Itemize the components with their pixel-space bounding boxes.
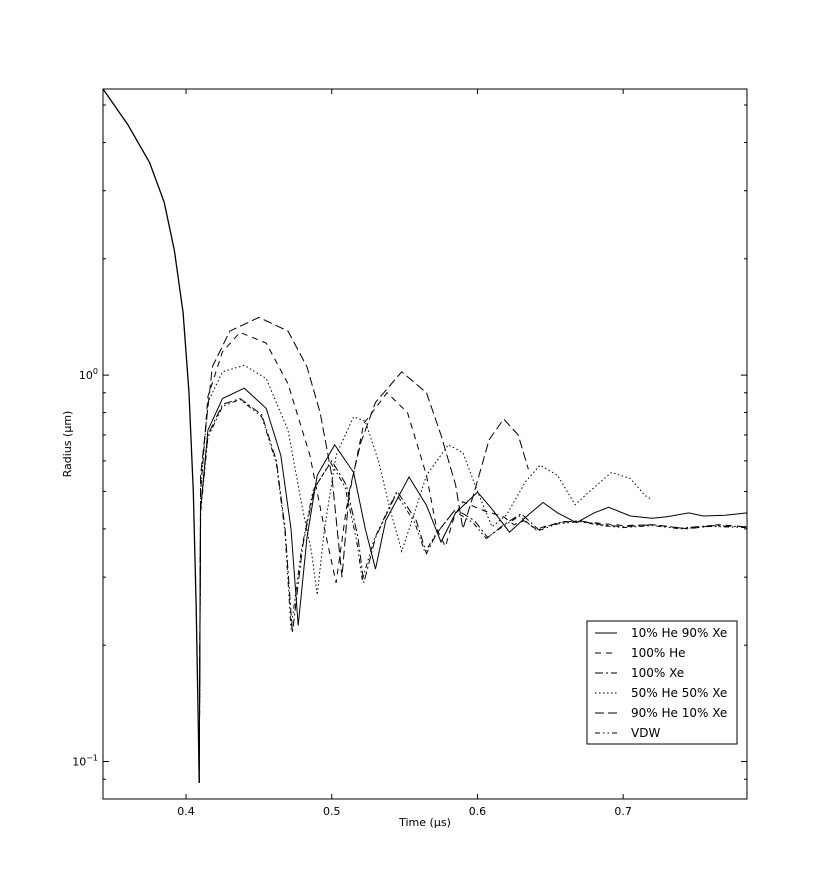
- y-tick-label: 10−1: [72, 754, 98, 769]
- legend-label: 90% He 10% Xe: [631, 706, 727, 720]
- y-tick-label: 100: [79, 367, 98, 382]
- y-axis-label: Radius (µm): [61, 411, 74, 478]
- series-line-5: [198, 316, 529, 784]
- x-axis-label: Time (µs): [398, 816, 451, 829]
- series-line-1: [198, 387, 747, 784]
- legend-box: [586, 620, 738, 745]
- series-line-4: [198, 364, 653, 784]
- collapse-curve: [103, 89, 200, 784]
- series-line-6: [198, 398, 747, 784]
- x-tick-label: 0.6: [469, 805, 487, 818]
- x-tick-label: 0.5: [323, 805, 341, 818]
- x-tick-label: 0.4: [177, 805, 195, 818]
- axis-ticks: 0.4 0.5 0.6 0.7 100 10−1: [72, 89, 747, 818]
- x-tick-label: 0.7: [614, 805, 632, 818]
- series-line-3: [198, 397, 747, 784]
- series-lines: [103, 89, 747, 784]
- legend-label: VDW: [631, 726, 660, 740]
- legend-label: 50% He 50% Xe: [631, 686, 727, 700]
- series-line-2: [198, 331, 747, 784]
- legend-label: 100% Xe: [631, 666, 684, 680]
- plot-frame: [102, 88, 748, 800]
- legend-label: 10% He 90% Xe: [631, 626, 727, 640]
- legend: 10% He 90% Xe 100% He 100% Xe 50% He 50% Xe…: [586, 620, 738, 745]
- legend-label: 100% He: [631, 646, 686, 660]
